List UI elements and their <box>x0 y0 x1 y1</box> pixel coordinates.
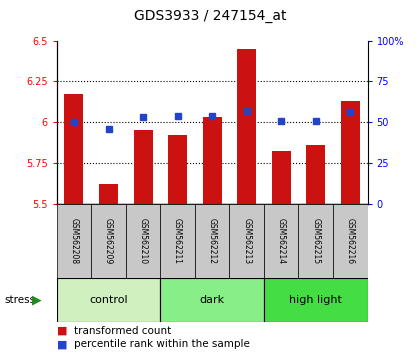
Text: stress: stress <box>4 295 35 305</box>
Text: high light: high light <box>289 295 342 305</box>
Bar <box>99 184 118 204</box>
Text: GSM562209: GSM562209 <box>104 218 113 264</box>
Bar <box>91 204 126 278</box>
Text: control: control <box>89 295 128 305</box>
Text: GSM562210: GSM562210 <box>139 218 147 264</box>
Text: GSM562211: GSM562211 <box>173 218 182 264</box>
Bar <box>65 95 84 204</box>
Bar <box>264 278 368 322</box>
Text: GSM562214: GSM562214 <box>277 218 286 264</box>
Text: GSM562212: GSM562212 <box>207 218 217 264</box>
Bar <box>264 204 299 278</box>
Bar <box>299 204 333 278</box>
Bar <box>57 204 91 278</box>
Bar <box>333 204 368 278</box>
Bar <box>272 152 291 204</box>
Text: percentile rank within the sample: percentile rank within the sample <box>74 339 249 349</box>
Bar <box>202 117 222 204</box>
Text: GDS3933 / 247154_at: GDS3933 / 247154_at <box>134 9 286 23</box>
Bar <box>126 204 160 278</box>
Text: GSM562216: GSM562216 <box>346 218 355 264</box>
Bar <box>168 135 187 204</box>
Text: ▶: ▶ <box>32 293 41 307</box>
Bar <box>229 204 264 278</box>
Bar <box>195 204 229 278</box>
Bar <box>306 145 325 204</box>
Bar <box>57 278 160 322</box>
Text: GSM562213: GSM562213 <box>242 218 251 264</box>
Bar <box>160 278 264 322</box>
Text: transformed count: transformed count <box>74 326 171 336</box>
Text: ■: ■ <box>57 326 67 336</box>
Bar <box>341 101 360 204</box>
Text: GSM562208: GSM562208 <box>69 218 79 264</box>
Bar <box>160 204 195 278</box>
Bar <box>134 130 152 204</box>
Text: ■: ■ <box>57 339 67 349</box>
Text: GSM562215: GSM562215 <box>311 218 320 264</box>
Bar <box>237 49 256 204</box>
Text: dark: dark <box>200 295 225 305</box>
